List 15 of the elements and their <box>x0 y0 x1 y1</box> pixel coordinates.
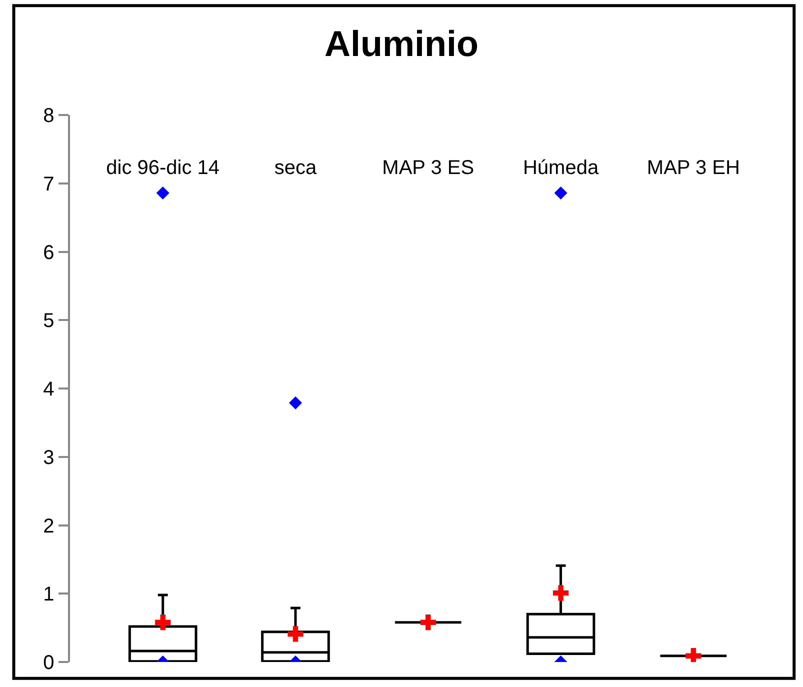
x-tick-label: dic 96-dic 14 <box>106 156 220 179</box>
y-tick-label: 2 <box>43 515 54 538</box>
y-tick-label: 3 <box>43 446 54 469</box>
x-tick-label: MAP 3 ES <box>382 156 474 179</box>
y-tick-label: 8 <box>43 105 54 127</box>
y-tick-label: 5 <box>43 310 54 332</box>
chart-title: Aluminio <box>324 23 478 64</box>
y-tick-label: 7 <box>43 173 54 196</box>
y-tick-label: 0 <box>43 652 54 674</box>
y-tick-label: 6 <box>43 242 54 264</box>
y-tick-label: 1 <box>43 584 54 606</box>
y-tick-label: 4 <box>43 378 54 400</box>
x-tick-label: seca <box>274 156 318 179</box>
x-tick-label: MAP 3 EH <box>646 156 740 179</box>
x-tick-label: Húmeda <box>522 156 600 179</box>
